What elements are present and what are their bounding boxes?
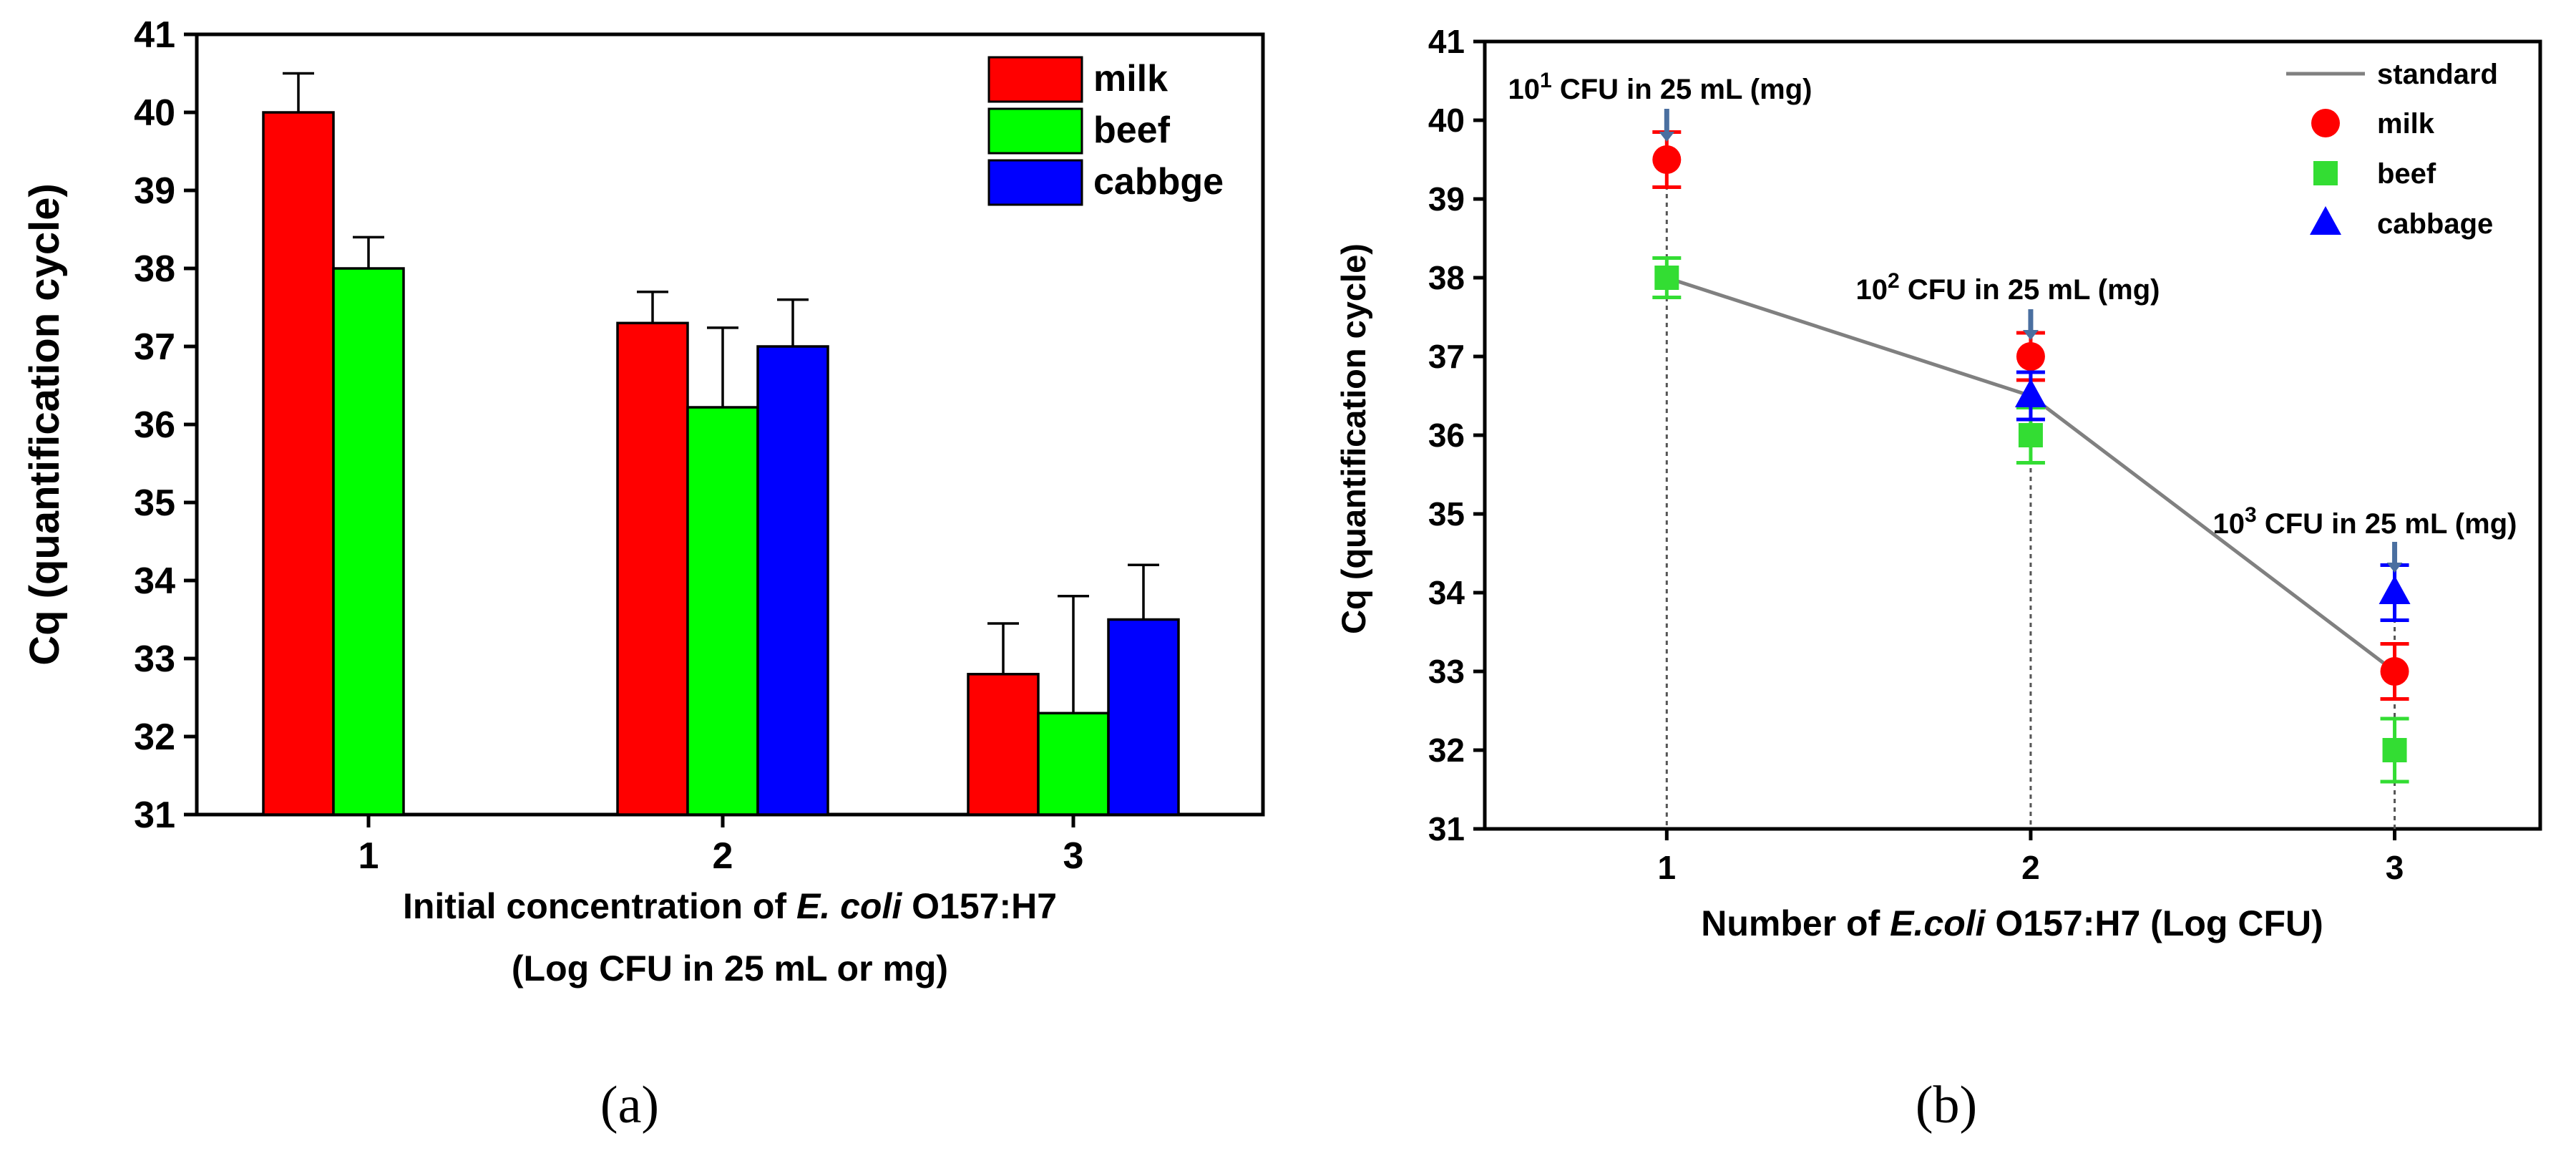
y-tick-label-b: 40 bbox=[1428, 102, 1465, 139]
y-tick-label-b: 31 bbox=[1428, 810, 1465, 847]
panel-label-b: (b) bbox=[1916, 1076, 1977, 1135]
point-cabbage bbox=[2014, 379, 2046, 407]
y-tick-label-b: 37 bbox=[1428, 338, 1465, 375]
point-milk bbox=[2016, 342, 2045, 371]
annotation-3: 103 CFU in 25 mL (mg) bbox=[2213, 503, 2517, 540]
bar-milk bbox=[262, 111, 335, 816]
y-tick-label-a: 34 bbox=[134, 560, 175, 602]
y-axis-label-b: Cq (quantification cycle) bbox=[1335, 243, 1372, 634]
legend-label-milk: milk bbox=[1093, 58, 1168, 99]
x-axis-label-b: Number of E.coli O157:H7 (Log CFU) bbox=[1701, 903, 2323, 943]
y-tick-label-b: 33 bbox=[1428, 653, 1465, 690]
y-tick-label-a: 35 bbox=[134, 482, 175, 524]
y-tick-label-b: 38 bbox=[1428, 259, 1465, 296]
y-tick-label-b: 35 bbox=[1428, 495, 1465, 533]
x-tick-label-b: 3 bbox=[2386, 849, 2404, 886]
y-tick-label-a: 39 bbox=[134, 170, 175, 212]
y-tick-label-b: 39 bbox=[1428, 180, 1465, 218]
bar-milk bbox=[616, 321, 689, 816]
legend-marker-milk bbox=[2311, 109, 2340, 137]
bar-marks-a: 31 32 33 34 35 36 37 38 39 40 41 1 2 3 bbox=[134, 14, 1180, 877]
y-tick-label-a: 41 bbox=[134, 14, 175, 56]
legend-label-cabbage: cabbage bbox=[2377, 208, 2493, 240]
bar-beef bbox=[1037, 711, 1110, 816]
x-tick-label-a: 1 bbox=[358, 835, 379, 877]
bar-beef bbox=[332, 267, 405, 816]
bar-chart-a: Cq (quantification cycle) Initial concen… bbox=[21, 14, 1265, 989]
legend-a: milk beef cabbge bbox=[987, 56, 1224, 206]
legend-swatch-beef bbox=[987, 107, 1083, 155]
y-tick-label-a: 33 bbox=[134, 638, 175, 680]
point-cabbage bbox=[2379, 575, 2411, 604]
annotation-arrow-head bbox=[1659, 132, 1675, 142]
bar-milk bbox=[967, 673, 1040, 816]
y-tick-label-a: 31 bbox=[134, 795, 175, 836]
y-tick-label-b: 36 bbox=[1428, 417, 1465, 454]
legend-marker-beef bbox=[2313, 161, 2338, 185]
annotation-1: 101 CFU in 25 mL (mg) bbox=[1508, 69, 1813, 105]
legend-swatch-milk bbox=[987, 56, 1083, 103]
bar-cabbge bbox=[756, 345, 829, 816]
annotation-2: 102 CFU in 25 mL (mg) bbox=[1856, 269, 2160, 306]
legend-label-standard: standard bbox=[2377, 59, 2498, 90]
y-tick-label-b: 41 bbox=[1428, 23, 1465, 60]
point-beef bbox=[2382, 738, 2407, 762]
y-axis-label-a: Cq (quantification cycle) bbox=[21, 183, 68, 666]
panel-label-a: (a) bbox=[600, 1076, 659, 1135]
bar-beef bbox=[686, 406, 759, 816]
point-milk bbox=[1652, 145, 1682, 174]
legend-marker-cabbage bbox=[2310, 206, 2341, 235]
annotation-arrow-head bbox=[2386, 563, 2403, 573]
x-tick-label-a: 2 bbox=[713, 835, 733, 877]
legend-b: standard milk beef cabbage bbox=[2286, 59, 2498, 240]
y-tick-label-a: 32 bbox=[134, 717, 175, 758]
y-tick-label-a: 36 bbox=[134, 404, 175, 446]
legend-swatch-cabbge bbox=[987, 159, 1083, 206]
y-tick-label-b: 32 bbox=[1428, 732, 1465, 769]
annotation-arrow-head bbox=[2022, 330, 2039, 340]
legend-label-beef: beef bbox=[2377, 158, 2436, 190]
legend-label-milk: milk bbox=[2377, 108, 2435, 140]
x-tick-label-a: 3 bbox=[1063, 835, 1084, 877]
y-tick-label-a: 37 bbox=[134, 326, 175, 368]
legend-label-cabbge: cabbge bbox=[1093, 161, 1224, 203]
y-tick-label-a: 38 bbox=[134, 248, 175, 290]
x-tick-label-b: 2 bbox=[2021, 849, 2040, 886]
bar-cabbge bbox=[1107, 618, 1180, 816]
scatter-marks-b: 31 32 33 34 35 36 37 38 39 40 41 1 2 3 101 CFU in 25 m… bbox=[1428, 23, 2517, 886]
point-beef bbox=[2018, 423, 2043, 447]
x-tick-label-b: 1 bbox=[1658, 849, 1677, 886]
scatter-chart-b: Cq (quantification cycle) Number of E.co… bbox=[1335, 23, 2542, 943]
point-beef bbox=[1654, 266, 1679, 290]
point-milk bbox=[2380, 657, 2409, 686]
y-tick-label-b: 34 bbox=[1428, 574, 1465, 611]
legend-label-beef: beef bbox=[1093, 110, 1171, 151]
y-tick-label-a: 40 bbox=[134, 92, 175, 134]
x-axis-label-a-line2: (Log CFU in 25 mL or mg) bbox=[512, 948, 948, 989]
x-axis-label-a: Initial concentration of E. coli O157:H7 bbox=[403, 886, 1057, 926]
